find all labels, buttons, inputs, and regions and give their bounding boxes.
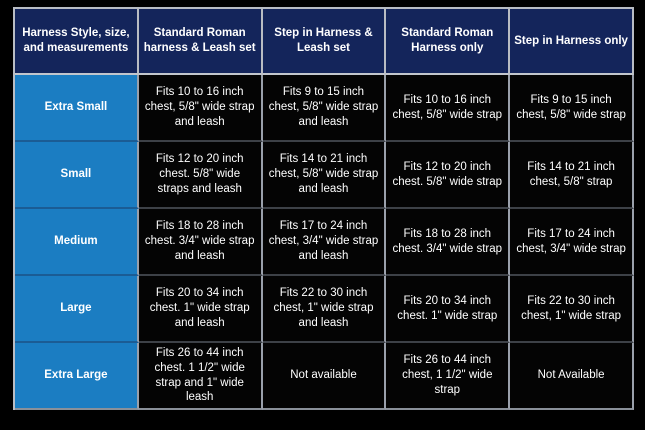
table-row-extra-small: Extra Small Fits 10 to 16 inch chest, 5/… [15, 75, 634, 142]
table-body: Extra Small Fits 10 to 16 inch chest, 5/… [15, 75, 634, 410]
size-label-small: Small [15, 142, 139, 209]
header-row: Harness Style, size, and measurements St… [15, 9, 634, 75]
size-label-medium: Medium [15, 209, 139, 276]
cell-m-standard-roman-only: Fits 18 to 28 inch chest. 3/4" wide stra… [386, 209, 511, 276]
table-row-medium: Medium Fits 18 to 28 inch chest. 3/4" wi… [15, 209, 634, 276]
cell-xs-standard-roman-set: Fits 10 to 16 inch chest, 5/8" wide stra… [138, 75, 263, 142]
cell-m-step-in-set: Fits 17 to 24 inch chest, 3/4" wide stra… [262, 209, 387, 276]
cell-l-step-in-set: Fits 22 to 30 inch chest, 1" wide strap … [262, 276, 387, 343]
size-label-extra-large: Extra Large [15, 343, 139, 410]
cell-l-step-in-only: Fits 22 to 30 inch chest, 1" wide strap [510, 276, 634, 343]
cell-xs-standard-roman-only: Fits 10 to 16 inch chest, 5/8" wide stra… [386, 75, 511, 142]
header-cell-step-in-set: Step in Harness & Leash set [262, 9, 387, 75]
cell-m-step-in-only: Fits 17 to 24 inch chest, 3/4" wide stra… [510, 209, 634, 276]
cell-xs-step-in-set: Fits 9 to 15 inch chest, 5/8" wide strap… [262, 75, 387, 142]
cell-s-step-in-only: Fits 14 to 21 inch chest, 5/8" strap [510, 142, 634, 209]
size-label-extra-small: Extra Small [15, 75, 139, 142]
header-cell-standard-roman-only: Standard Roman Harness only [386, 9, 511, 75]
cell-xl-step-in-only: Not Available [510, 343, 634, 410]
header-cell-step-in-only: Step in Harness only [510, 9, 634, 75]
header-cell-standard-roman-set: Standard Roman harness & Leash set [138, 9, 263, 75]
cell-s-standard-roman-only: Fits 12 to 20 inch chest. 5/8" wide stra… [386, 142, 511, 209]
cell-s-step-in-set: Fits 14 to 21 inch chest, 5/8" wide stra… [262, 142, 387, 209]
cell-xl-standard-roman-set: Fits 26 to 44 inch chest. 1 1/2" wide st… [138, 343, 263, 410]
table-row-extra-large: Extra Large Fits 26 to 44 inch chest. 1 … [15, 343, 634, 410]
cell-xl-standard-roman-only: Fits 26 to 44 inch chest, 1 1/2" wide st… [386, 343, 511, 410]
cell-s-standard-roman-set: Fits 12 to 20 inch chest. 5/8" wide stra… [138, 142, 263, 209]
table-row-large: Large Fits 20 to 34 inch chest. 1" wide … [15, 276, 634, 343]
size-label-large: Large [15, 276, 139, 343]
cell-xl-step-in-set: Not available [262, 343, 387, 410]
header-cell-style-size: Harness Style, size, and measurements [15, 9, 139, 75]
harness-sizing-table: Harness Style, size, and measurements St… [13, 7, 634, 410]
table-row-small: Small Fits 12 to 20 inch chest. 5/8" wid… [15, 142, 634, 209]
cell-m-standard-roman-set: Fits 18 to 28 inch chest. 3/4" wide stra… [138, 209, 263, 276]
cell-l-standard-roman-set: Fits 20 to 34 inch chest. 1" wide strap … [138, 276, 263, 343]
cell-xs-step-in-only: Fits 9 to 15 inch chest, 5/8" wide strap [510, 75, 634, 142]
table-header: Harness Style, size, and measurements St… [15, 9, 634, 75]
cell-l-standard-roman-only: Fits 20 to 34 inch chest. 1" wide strap [386, 276, 511, 343]
